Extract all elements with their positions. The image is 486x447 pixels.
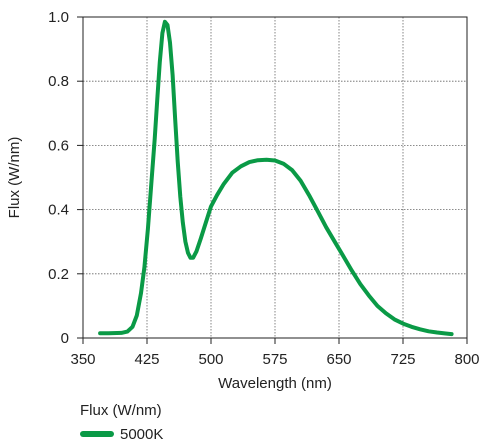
x-tick-label: 425 <box>134 351 159 368</box>
y-tick-label: 0.4 <box>48 202 69 219</box>
x-tick-label: 800 <box>454 351 479 368</box>
x-tick-label: 350 <box>70 351 95 368</box>
legend-title: Flux (W/nm) <box>80 402 162 419</box>
series-line-5000k <box>98 19 454 337</box>
x-tick-label: 650 <box>326 351 351 368</box>
legend-swatch <box>80 431 114 437</box>
y-tick-label: 0.2 <box>48 266 69 283</box>
x-axis: 350 425 500 575 650 725 800 <box>70 338 480 368</box>
y-tick-label: 1.0 <box>48 9 69 26</box>
legend-entry-5000k: 5000K <box>80 424 163 444</box>
legend-label: 5000K <box>120 425 164 443</box>
x-axis-label: Wavelength (nm) <box>218 375 332 392</box>
y-tick-label: 0.8 <box>48 73 69 90</box>
y-tick-label: 0.6 <box>48 137 69 154</box>
spectrum-chart: 350 425 500 575 650 725 800 0 0.2 0.4 0.6 0.8 1.0 W… <box>6 9 480 392</box>
x-tick-label: 725 <box>390 351 415 368</box>
grid-lines <box>83 17 467 338</box>
x-tick-label: 575 <box>262 351 287 368</box>
y-axis-label: Flux (W/nm) <box>6 137 23 219</box>
y-tick-label: 0 <box>61 330 69 347</box>
y-axis: 0 0.2 0.4 0.6 0.8 1.0 <box>48 9 83 347</box>
x-tick-label: 500 <box>198 351 223 368</box>
